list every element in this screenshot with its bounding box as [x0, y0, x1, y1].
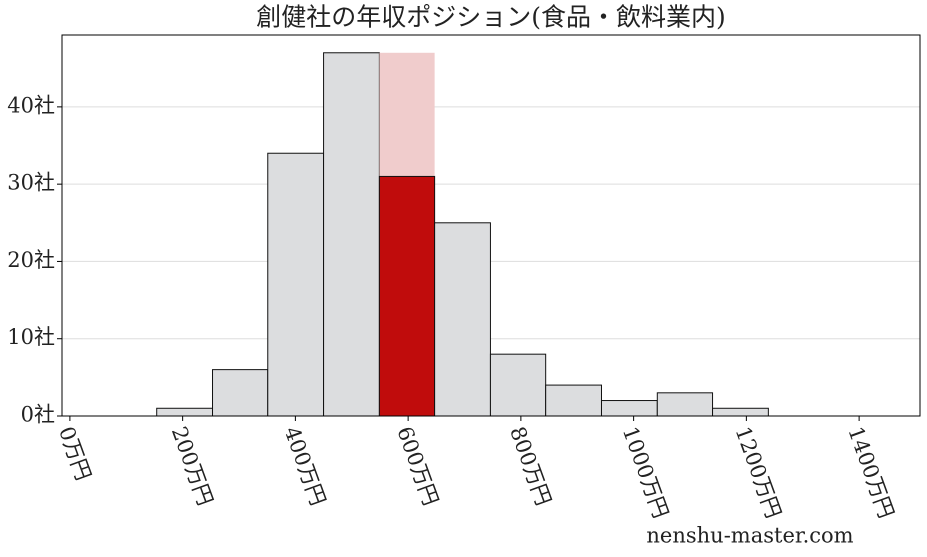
chart-title: 創健社の年収ポジション(食品・飲料業内): [256, 3, 726, 32]
bar: [600, 400, 658, 417]
bar: [712, 407, 769, 417]
x-tick-label: 600万円: [392, 423, 443, 508]
x-tick-label: 0万円: [54, 423, 95, 483]
bar: [434, 222, 491, 417]
bar: [267, 152, 325, 417]
bar: [545, 384, 602, 417]
y-tick-label: 0社: [21, 403, 55, 427]
bar: [323, 52, 380, 417]
y-tick-label: 10社: [7, 325, 55, 349]
y-tick-label: 20社: [7, 248, 55, 272]
y-tick-label: 30社: [7, 171, 55, 195]
bar: [656, 392, 714, 417]
watermark: nenshu-master.com: [646, 524, 853, 548]
x-tick-label: 1000万円: [618, 423, 673, 521]
x-tick-label: 1400万円: [843, 423, 898, 521]
x-tick-label: 1200万円: [731, 423, 786, 521]
plot-frame: [61, 34, 921, 417]
bar: [489, 353, 547, 417]
bar: [378, 175, 436, 417]
x-tick-label: 200万円: [167, 423, 218, 508]
y-tick-label: 40社: [7, 93, 55, 117]
x-tick-label: 800万円: [505, 423, 556, 508]
bar: [212, 369, 269, 417]
bar: [156, 407, 214, 417]
x-tick-label: 400万円: [280, 423, 331, 508]
